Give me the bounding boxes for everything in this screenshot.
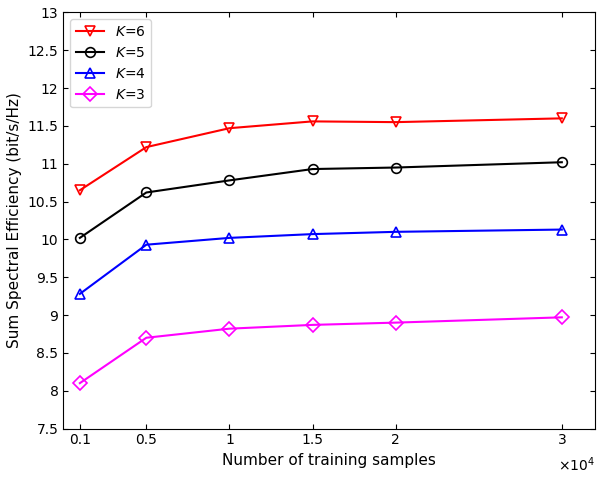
Line: $K$=5: $K$=5 xyxy=(75,157,566,243)
$K$=3 xyxy=(226,326,233,332)
$K$=4 xyxy=(558,227,565,232)
Line: $K$=6: $K$=6 xyxy=(75,113,566,195)
$K$=6 xyxy=(143,144,150,150)
$K$=3 xyxy=(76,380,84,386)
$K$=3 xyxy=(558,315,565,320)
$K$=4 xyxy=(392,229,399,235)
$K$=6 xyxy=(309,119,316,124)
$K$=4 xyxy=(143,242,150,248)
$K$=3 xyxy=(143,335,150,341)
Text: $\times10^4$: $\times10^4$ xyxy=(558,456,595,474)
$K$=5 xyxy=(226,177,233,183)
Line: $K$=3: $K$=3 xyxy=(75,313,566,388)
$K$=6 xyxy=(226,125,233,131)
$K$=5 xyxy=(143,190,150,196)
$K$=5 xyxy=(392,164,399,170)
$K$=5 xyxy=(309,166,316,172)
$K$=6 xyxy=(392,120,399,125)
Y-axis label: Sum Spectral Efficiency (bit/s/Hz): Sum Spectral Efficiency (bit/s/Hz) xyxy=(7,93,22,348)
$K$=4 xyxy=(76,291,84,297)
$K$=3 xyxy=(392,320,399,326)
X-axis label: Number of training samples: Number of training samples xyxy=(222,453,436,468)
Line: $K$=4: $K$=4 xyxy=(75,225,566,299)
$K$=5 xyxy=(76,235,84,241)
$K$=4 xyxy=(309,231,316,237)
Legend: $K$=6, $K$=5, $K$=4, $K$=3: $K$=6, $K$=5, $K$=4, $K$=3 xyxy=(70,20,151,108)
$K$=6 xyxy=(558,116,565,121)
$K$=5 xyxy=(558,159,565,165)
$K$=6 xyxy=(76,187,84,193)
$K$=3 xyxy=(309,322,316,328)
$K$=4 xyxy=(226,235,233,241)
